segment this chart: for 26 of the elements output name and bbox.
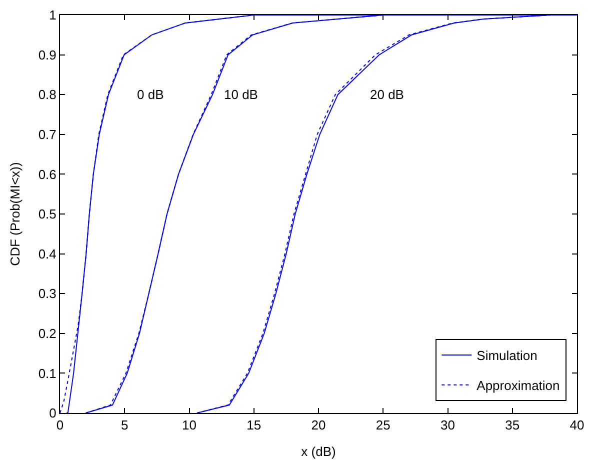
y-tick-label: 0.4: [38, 246, 56, 262]
x-tick-label: 10: [182, 418, 196, 433]
legend-label: Simulation: [476, 348, 538, 364]
annotation: 0 dB: [137, 87, 164, 102]
annotation: 10 dB: [224, 87, 258, 102]
x-tick-label: 40: [570, 418, 584, 433]
y-tick-label: 0.3: [38, 286, 56, 302]
y-tick-label: 0.8: [38, 87, 56, 102]
y-axis-title: CDF (Prob(MI<x)): [7, 162, 22, 266]
y-tick-label: 0: [49, 406, 56, 421]
legend-label: Approximation: [476, 378, 560, 393]
y-tick-label: 1: [49, 8, 56, 23]
x-tick-label: 20: [311, 418, 326, 433]
x-axis-title: x (dB): [301, 444, 336, 460]
y-tick-label: 0.6: [38, 166, 56, 182]
y-tick-label: 0.9: [38, 47, 56, 62]
x-tick-label: 5: [121, 418, 128, 433]
x-tick-label: 35: [505, 418, 520, 433]
y-tick-label: 0.2: [38, 326, 56, 341]
annotation: 20 dB: [370, 87, 404, 102]
x-tick-label: 25: [376, 418, 390, 433]
x-tick-label: 30: [440, 418, 455, 433]
y-tick-label: 0.1: [38, 366, 56, 381]
x-tick-label: 15: [246, 418, 262, 433]
y-tick-label: 0.7: [38, 126, 56, 142]
y-tick-label: 0.5: [38, 206, 56, 222]
